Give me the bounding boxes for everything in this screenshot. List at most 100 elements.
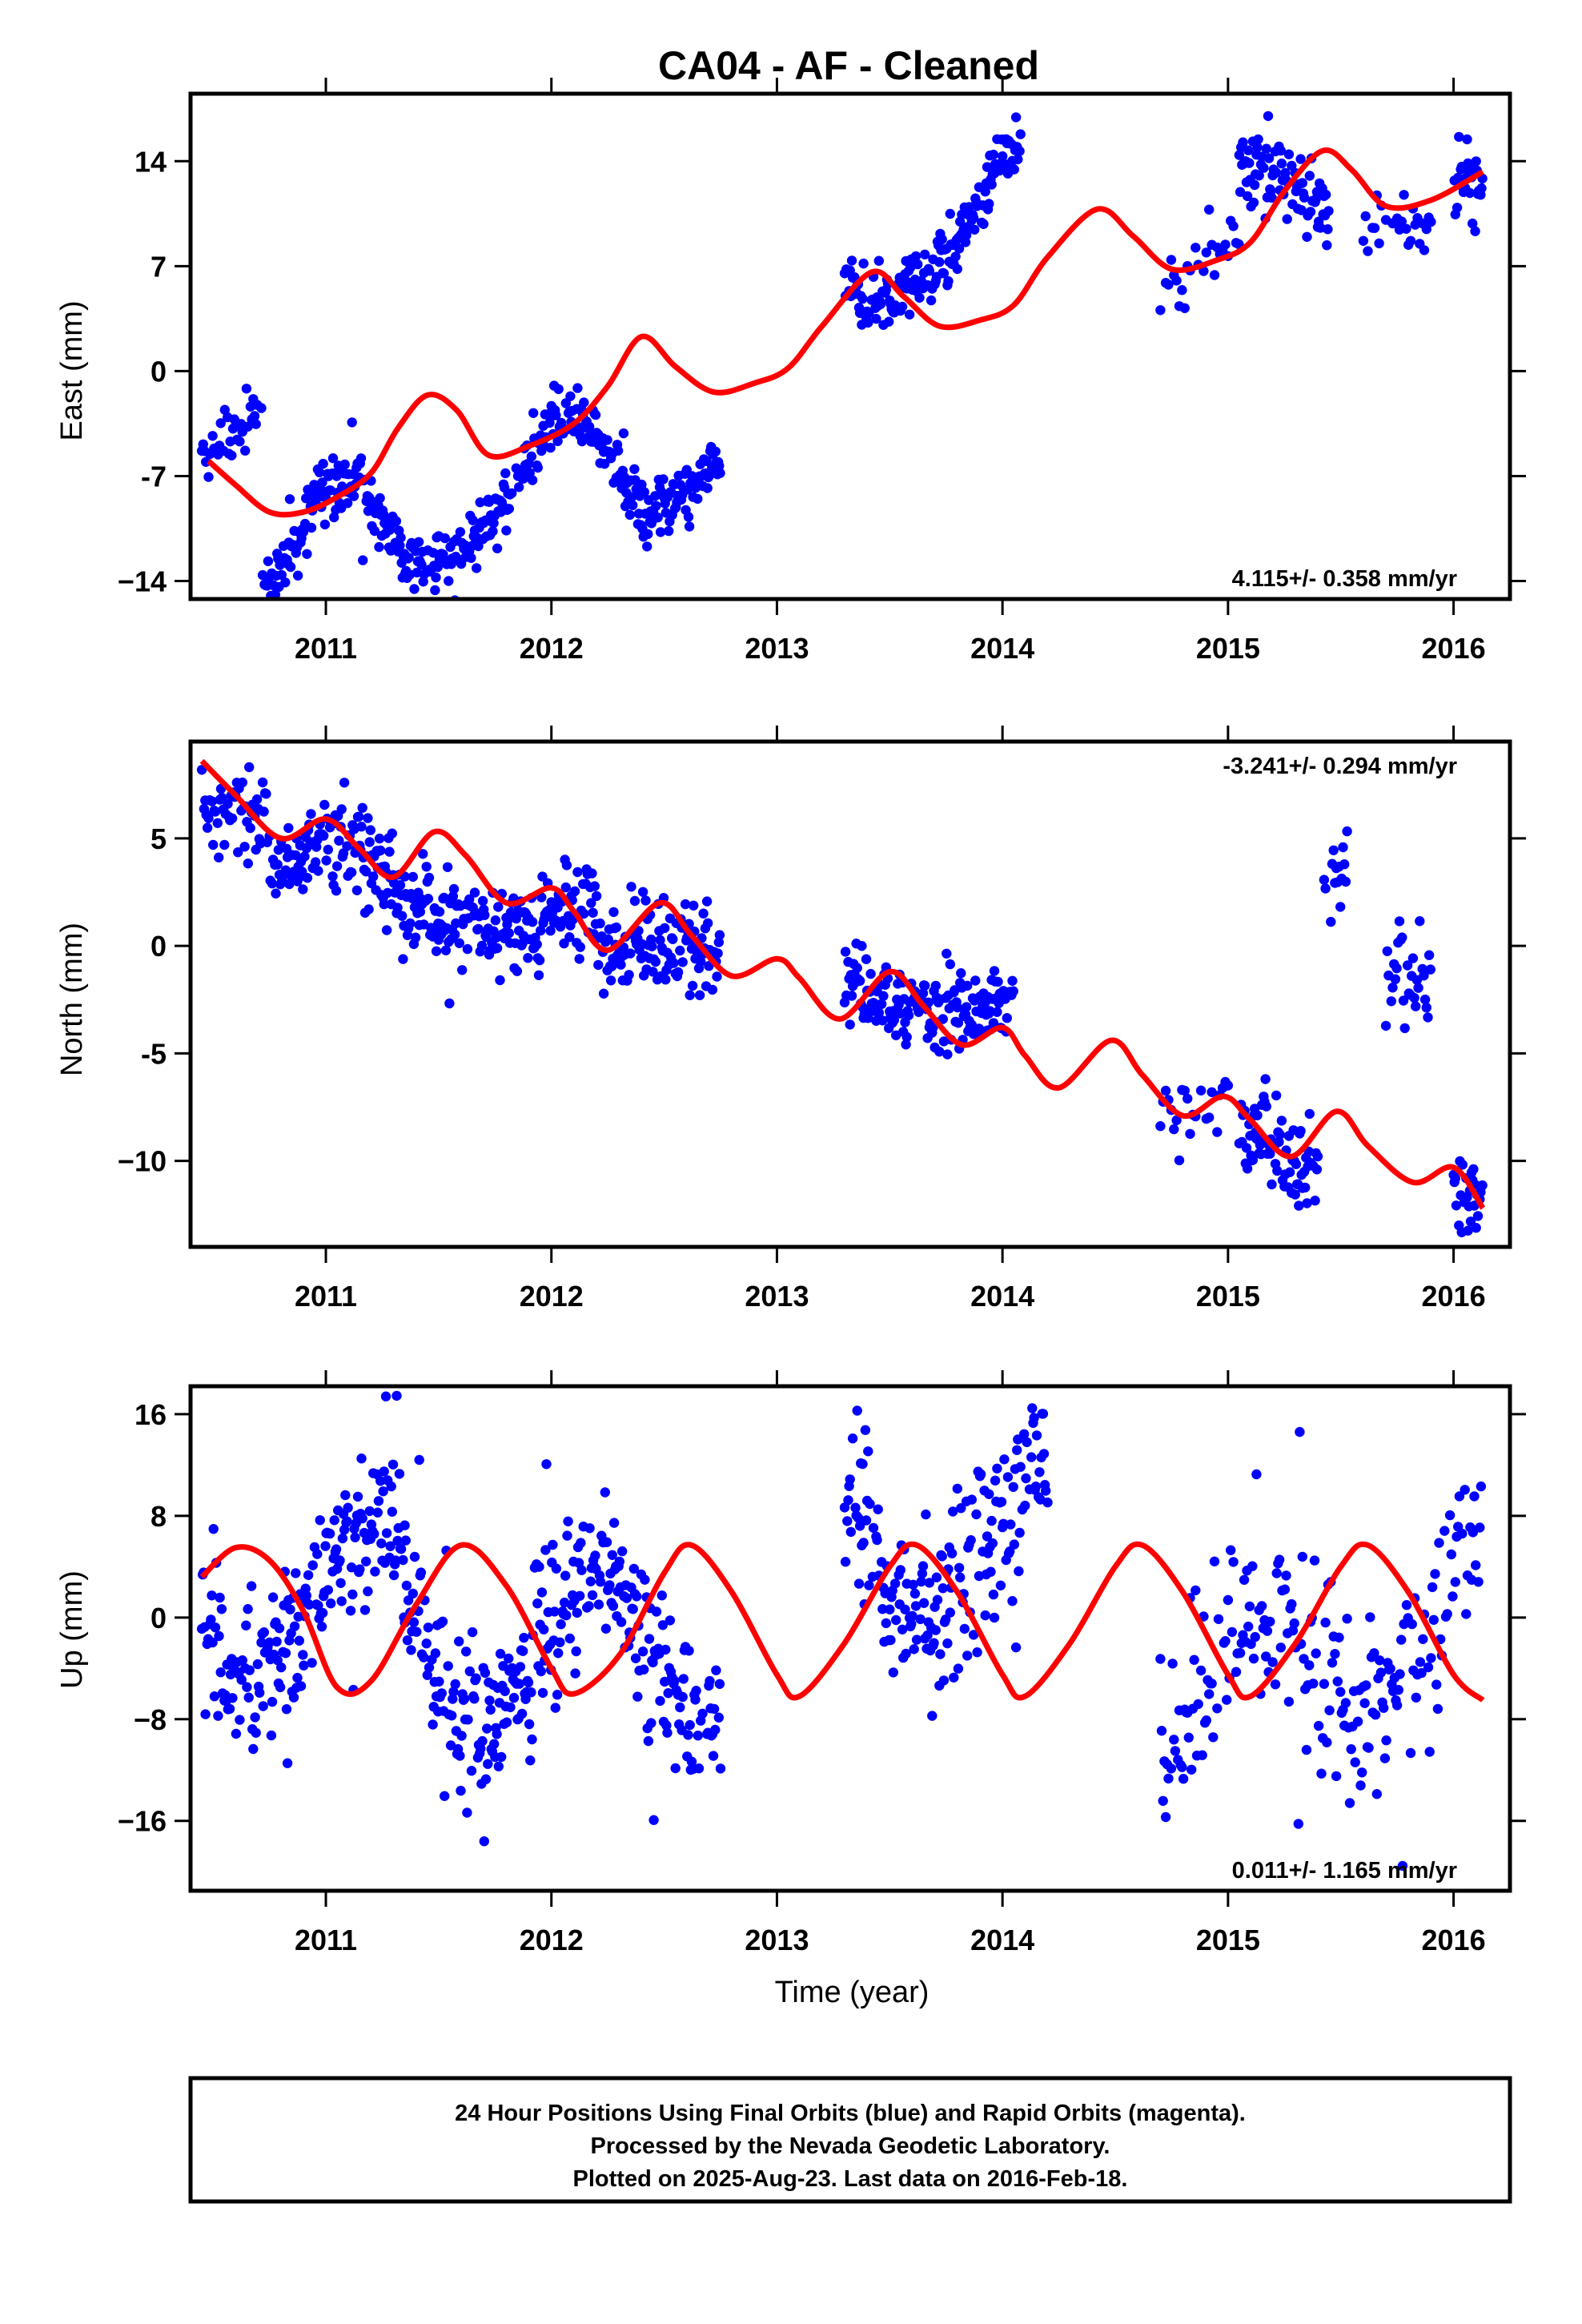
north-data-point bbox=[861, 954, 872, 964]
north-data-point bbox=[342, 841, 352, 851]
up-data-point bbox=[266, 1730, 277, 1741]
up-data-point bbox=[388, 1570, 400, 1581]
up-data-point bbox=[595, 1577, 606, 1587]
up-data-point bbox=[576, 1538, 586, 1548]
north-data-point bbox=[212, 818, 223, 828]
up-data-point bbox=[693, 1763, 705, 1774]
up-data-point bbox=[628, 1604, 638, 1614]
up-data-point bbox=[1038, 1409, 1049, 1419]
up-data-point bbox=[244, 1665, 255, 1675]
north-data-point bbox=[527, 917, 538, 927]
up-data-point bbox=[1014, 1566, 1024, 1577]
north-data-point bbox=[267, 879, 278, 889]
east-data-point bbox=[532, 462, 543, 473]
up-data-point bbox=[428, 1719, 438, 1730]
up-data-point bbox=[259, 1627, 269, 1638]
north-data-point bbox=[375, 845, 386, 856]
up-data-point bbox=[436, 1688, 447, 1699]
up-data-point bbox=[299, 1660, 309, 1671]
north-data-point bbox=[1413, 983, 1423, 993]
east-y-tick-label: 0 bbox=[151, 355, 167, 388]
north-data-point bbox=[1295, 1126, 1306, 1136]
up-data-point bbox=[885, 1634, 896, 1646]
up-data-point bbox=[842, 1516, 853, 1526]
up-data-point bbox=[534, 1562, 544, 1572]
up-data-point bbox=[1247, 1561, 1258, 1571]
north-data-point bbox=[1468, 1164, 1479, 1175]
up-data-point bbox=[303, 1570, 314, 1581]
up-data-point bbox=[1160, 1811, 1171, 1823]
up-data-point bbox=[282, 1758, 293, 1768]
north-data-point bbox=[698, 908, 709, 919]
up-data-point bbox=[500, 1686, 510, 1696]
up-data-point bbox=[954, 1562, 965, 1574]
up-data-point bbox=[456, 1731, 467, 1741]
east-data-point bbox=[1220, 239, 1231, 250]
north-data-point bbox=[966, 1019, 978, 1030]
north-data-point bbox=[1261, 1101, 1272, 1112]
up-data-point bbox=[906, 1618, 917, 1630]
up-data-point bbox=[1002, 1472, 1014, 1482]
east-data-point bbox=[551, 410, 561, 420]
north-data-point bbox=[917, 988, 929, 999]
north-y-tick-label: 0 bbox=[151, 930, 167, 963]
up-data-point bbox=[639, 1664, 649, 1675]
east-data-point bbox=[1399, 190, 1409, 200]
east-data-point bbox=[1015, 129, 1026, 139]
up-data-point bbox=[937, 1551, 947, 1562]
east-model-fit-line bbox=[207, 147, 1484, 518]
up-data-point bbox=[1432, 1703, 1443, 1715]
up-data-point bbox=[434, 1676, 444, 1687]
east-data-point bbox=[395, 541, 405, 551]
north-data-point bbox=[1171, 1115, 1182, 1126]
east-data-point bbox=[514, 482, 524, 493]
up-y-tick-label: 8 bbox=[151, 1500, 167, 1533]
up-data-point bbox=[1379, 1703, 1389, 1713]
up-data-point bbox=[421, 1638, 432, 1649]
up-data-point bbox=[1476, 1481, 1487, 1492]
east-data-point bbox=[1244, 158, 1255, 168]
north-data-point bbox=[244, 762, 255, 773]
up-data-point bbox=[999, 1454, 1010, 1465]
up-data-point bbox=[1430, 1569, 1440, 1579]
up-data-point bbox=[693, 1731, 703, 1741]
up-data-point bbox=[931, 1572, 942, 1582]
up-data-point bbox=[402, 1635, 413, 1646]
east-data-point bbox=[873, 255, 885, 266]
north-data-point bbox=[962, 980, 973, 991]
east-x-tick-label: 2013 bbox=[745, 632, 809, 665]
up-data-point bbox=[200, 1709, 211, 1719]
up-data-point bbox=[455, 1751, 465, 1761]
north-data-point bbox=[1274, 1136, 1284, 1148]
up-data-point bbox=[678, 1674, 689, 1684]
up-data-point bbox=[949, 1672, 959, 1683]
north-data-point bbox=[701, 896, 713, 907]
up-data-point bbox=[1029, 1413, 1039, 1423]
up-data-point bbox=[1369, 1648, 1379, 1659]
up-data-point bbox=[989, 1612, 1000, 1623]
north-data-point bbox=[930, 980, 942, 991]
up-data-point bbox=[840, 1557, 851, 1567]
north-data-point bbox=[1007, 975, 1018, 987]
up-data-point bbox=[1475, 1522, 1485, 1533]
up-data-point bbox=[1250, 1631, 1260, 1642]
north-data-point bbox=[608, 907, 619, 918]
east-data-point bbox=[375, 493, 385, 504]
east-data-point bbox=[552, 436, 563, 447]
north-data-point bbox=[648, 967, 658, 977]
north-data-point bbox=[1241, 1143, 1252, 1153]
up-data-point bbox=[400, 1535, 411, 1546]
east-data-point bbox=[318, 458, 328, 469]
up-x-tick-label: 2014 bbox=[970, 1924, 1034, 1956]
up-data-point bbox=[329, 1515, 339, 1526]
up-data-point bbox=[1007, 1596, 1018, 1606]
north-axis-label: North (mm) bbox=[55, 923, 89, 1076]
up-data-point bbox=[1267, 1657, 1278, 1667]
east-data-point bbox=[1201, 247, 1212, 258]
east-data-point bbox=[440, 533, 450, 544]
north-data-point bbox=[410, 932, 421, 943]
east-data-point bbox=[263, 556, 274, 566]
north-data-point bbox=[1335, 902, 1346, 912]
up-data-point bbox=[456, 1785, 466, 1796]
